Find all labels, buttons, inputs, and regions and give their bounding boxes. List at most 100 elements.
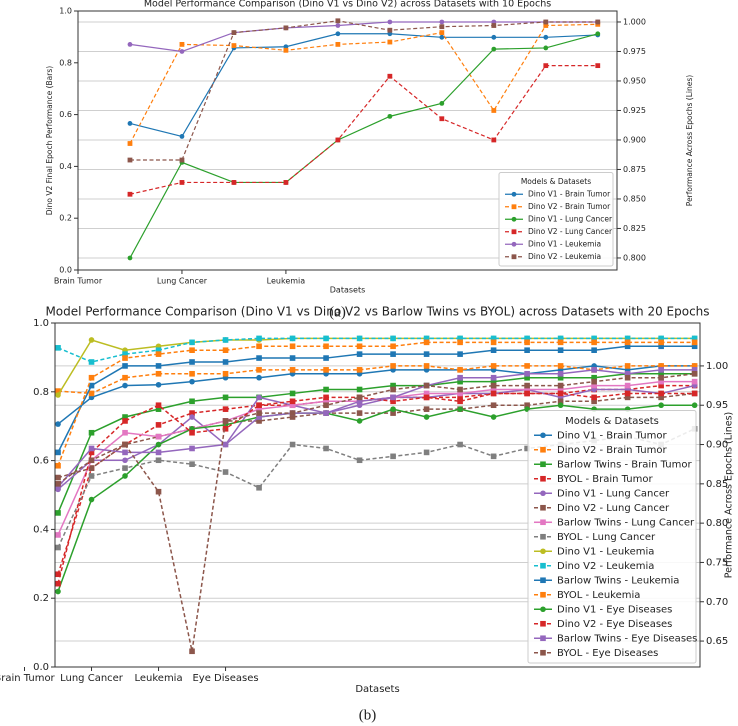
- marker: [658, 390, 664, 397]
- marker: [658, 402, 664, 409]
- marker: [179, 180, 185, 185]
- y2-tick-label: 0.95: [706, 400, 728, 411]
- marker: [356, 351, 363, 357]
- series-line: [57, 345, 695, 453]
- marker: [231, 180, 237, 185]
- marker: [222, 406, 229, 412]
- marker: [390, 386, 396, 393]
- series-line: [57, 384, 695, 490]
- marker: [439, 100, 445, 106]
- legend-marker: [540, 577, 546, 584]
- marker: [88, 473, 95, 479]
- marker: [323, 394, 329, 401]
- marker: [491, 23, 497, 28]
- marker: [155, 370, 162, 377]
- marker: [691, 378, 698, 385]
- marker: [189, 339, 195, 346]
- legend-label: Dino V2 - Eye Diseases: [557, 619, 672, 630]
- legend-label: BYOL - Leukemia: [557, 590, 640, 601]
- marker: [256, 410, 262, 416]
- legend-label: Dino V1 - Leukemia: [557, 546, 654, 557]
- marker: [155, 406, 162, 412]
- y2-tick-label: 0.950: [623, 76, 646, 85]
- marker: [289, 441, 296, 448]
- marker: [189, 398, 195, 405]
- marker: [658, 343, 664, 350]
- legend-marker: [540, 475, 546, 482]
- marker: [457, 367, 463, 373]
- marker: [127, 141, 133, 146]
- marker: [591, 367, 597, 373]
- legend-marker: [540, 432, 546, 439]
- marker: [490, 382, 497, 389]
- marker: [127, 41, 133, 47]
- marker: [423, 335, 430, 342]
- legend-label: BYOL - Brain Tumor: [557, 474, 653, 485]
- legend-marker: [540, 504, 546, 511]
- marker: [256, 335, 262, 342]
- marker: [524, 374, 530, 381]
- marker: [658, 374, 664, 381]
- marker: [490, 390, 497, 397]
- series-line: [129, 20, 598, 161]
- marker: [658, 378, 664, 385]
- marker: [335, 18, 341, 24]
- marker: [423, 394, 430, 401]
- marker: [289, 414, 296, 420]
- y2-tick-label: 0.90: [706, 440, 728, 451]
- marker: [356, 457, 363, 464]
- marker: [179, 49, 185, 54]
- marker: [256, 355, 262, 361]
- y2-tick-label: 0.925: [623, 106, 646, 115]
- marker: [658, 370, 664, 377]
- series-line: [57, 337, 695, 363]
- marker: [658, 367, 664, 373]
- marker: [179, 157, 185, 163]
- marker: [658, 382, 664, 389]
- x-axis-label: Datasets: [355, 684, 399, 695]
- marker: [55, 481, 61, 487]
- marker: [491, 137, 497, 143]
- marker: [490, 414, 497, 420]
- marker: [457, 390, 463, 397]
- marker: [122, 355, 128, 361]
- marker: [222, 426, 229, 432]
- marker: [591, 394, 597, 401]
- legend-label: BYOL - Lung Cancer: [557, 532, 656, 543]
- marker: [543, 19, 549, 25]
- legend-marker: [540, 635, 546, 642]
- marker: [490, 339, 497, 346]
- legend-box: [527, 410, 697, 664]
- marker: [524, 339, 530, 346]
- marker: [323, 445, 329, 452]
- marker: [55, 449, 61, 456]
- marker: [591, 335, 597, 342]
- marker: [256, 406, 262, 412]
- chart: Model Performance Comparison (Dino V1 vs…: [0, 305, 735, 724]
- marker: [387, 27, 393, 33]
- series-line: [57, 369, 695, 488]
- marker: [356, 410, 363, 416]
- plot-frame: [77, 10, 618, 271]
- chart-title: Model Performance Comparison (Dino V1 vs…: [144, 0, 551, 10]
- marker: [691, 363, 698, 369]
- marker: [624, 394, 631, 401]
- marker: [557, 347, 564, 353]
- marker: [55, 474, 61, 481]
- marker: [88, 457, 95, 464]
- y-axis-label: Dino V2 Final Epoch Performance (Bars): [45, 66, 54, 215]
- series-line: [129, 21, 598, 53]
- marker: [222, 394, 229, 401]
- marker: [55, 510, 61, 516]
- marker: [543, 63, 549, 69]
- marker: [189, 370, 195, 377]
- marker: [423, 390, 430, 397]
- marker: [691, 367, 698, 373]
- marker: [88, 465, 95, 471]
- marker: [55, 580, 61, 587]
- marker: [491, 34, 497, 40]
- marker: [423, 406, 430, 412]
- marker: [624, 374, 631, 381]
- marker: [356, 335, 363, 342]
